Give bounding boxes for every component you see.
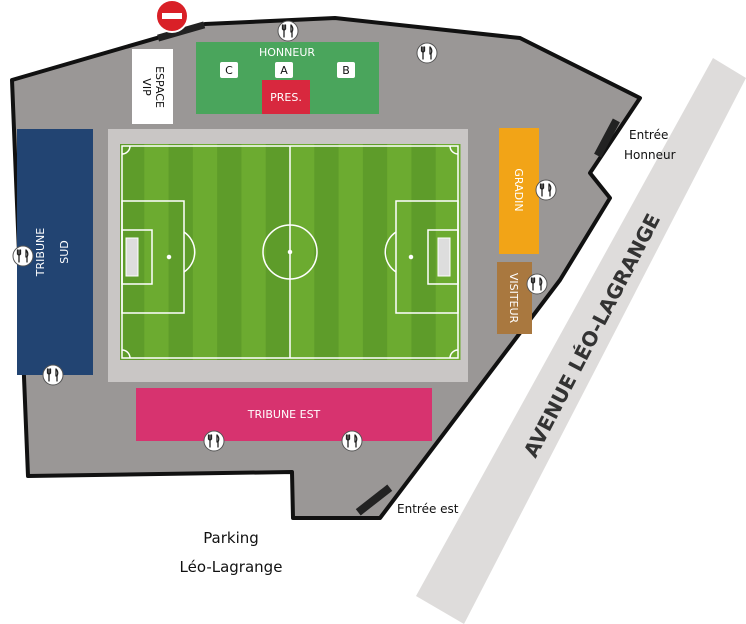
top-gate [157, 21, 206, 42]
grass-stripe [241, 144, 267, 360]
label-tribune-sud-2: SUD [58, 240, 71, 264]
label-espace-vip-1: ESPACE [153, 66, 166, 108]
box-c[interactable] [220, 62, 238, 78]
cutlery-icon[interactable] [277, 20, 299, 42]
grass-stripe [217, 144, 242, 360]
grass-stripe [265, 144, 291, 360]
label-honneur: HONNEUR [259, 46, 315, 59]
pitch-markings [121, 145, 459, 359]
label-entree-est: Entrée est [397, 502, 459, 516]
label-gradin: GRADIN [512, 168, 525, 211]
label-box-a: A [280, 64, 288, 77]
grass-stripe [314, 144, 340, 360]
grass-stripe [387, 144, 412, 360]
grass-stripe [168, 144, 194, 360]
stand-espace-vip[interactable] [132, 49, 173, 124]
cutlery-icon[interactable] [535, 179, 557, 201]
box-b[interactable] [337, 62, 355, 78]
avenue-road [416, 58, 746, 624]
cutlery-icon[interactable] [203, 430, 225, 452]
label-visiteur: VISITEUR [507, 273, 520, 324]
label-parking-1: Parking [203, 529, 259, 547]
stand-tribune-est[interactable] [136, 388, 432, 441]
entrance-est-gate [355, 484, 393, 516]
cutlery-icon[interactable] [526, 273, 548, 295]
label-tribune-est: TRIBUNE EST [247, 408, 321, 421]
label-entree-honneur-2: Honneur [624, 148, 676, 162]
label-entree-honneur-1: Entrée [629, 128, 668, 142]
grass-stripe [144, 144, 170, 360]
grass-stripe [290, 144, 315, 360]
stand-gradin[interactable] [499, 128, 539, 254]
grass-stripe [411, 144, 437, 360]
cutlery-icon[interactable] [416, 42, 438, 64]
label-parking-2: Léo-Lagrange [180, 558, 283, 576]
grass-stripe [338, 144, 364, 360]
label-pres: PRES. [270, 91, 302, 104]
stand-visiteur[interactable] [497, 262, 532, 334]
box-a[interactable] [275, 62, 293, 78]
cutlery-icon[interactable] [341, 430, 363, 452]
label-tribune-sud-1: TRIBUNE [34, 228, 47, 277]
goal-left [125, 237, 139, 277]
grass-stripe [192, 144, 218, 360]
pitch-grass [120, 144, 461, 360]
no-entry-icon [155, 0, 189, 33]
grass-stripe [362, 144, 388, 360]
label-box-b: B [342, 64, 350, 77]
entrance-honneur-gate [594, 118, 620, 158]
label-box-c: C [225, 64, 233, 77]
label-espace-vip-2: VIP [140, 78, 153, 96]
cutlery-icon[interactable] [42, 364, 64, 386]
stand-pres[interactable] [262, 80, 310, 114]
cutlery-icon[interactable] [12, 245, 34, 267]
goal-right [437, 237, 451, 277]
